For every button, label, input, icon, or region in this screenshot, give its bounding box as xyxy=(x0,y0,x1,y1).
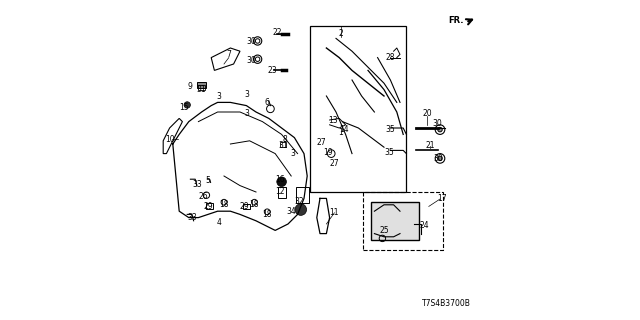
Text: 33: 33 xyxy=(192,180,202,188)
Text: 5: 5 xyxy=(205,176,211,185)
Text: 21: 21 xyxy=(426,141,435,150)
Text: 8: 8 xyxy=(282,135,287,144)
Text: 30: 30 xyxy=(246,37,256,46)
Text: 2: 2 xyxy=(339,29,343,38)
Text: 26: 26 xyxy=(198,192,208,201)
Text: 13: 13 xyxy=(328,116,338,124)
Text: 9: 9 xyxy=(188,82,193,91)
Bar xyxy=(197,82,206,88)
Text: 3: 3 xyxy=(217,92,221,100)
Bar xyxy=(364,192,443,250)
Bar xyxy=(206,203,212,209)
Text: 16: 16 xyxy=(275,175,285,184)
Text: 15: 15 xyxy=(179,103,189,112)
Text: 27: 27 xyxy=(330,159,339,168)
Text: 20: 20 xyxy=(422,109,432,118)
Text: 19: 19 xyxy=(323,148,333,156)
Text: 35: 35 xyxy=(384,148,394,156)
Text: 3: 3 xyxy=(244,90,249,99)
Text: 30: 30 xyxy=(433,154,444,163)
Text: 32: 32 xyxy=(294,197,304,206)
Text: 14: 14 xyxy=(339,125,349,134)
Circle shape xyxy=(277,177,287,187)
Circle shape xyxy=(295,204,307,215)
Bar xyxy=(243,204,250,209)
Text: 23: 23 xyxy=(267,66,277,75)
Text: 25: 25 xyxy=(379,226,389,235)
Text: 7: 7 xyxy=(227,50,231,59)
Text: 29: 29 xyxy=(240,202,250,211)
Text: 31: 31 xyxy=(196,85,207,94)
Text: 35: 35 xyxy=(385,125,396,134)
Text: 34: 34 xyxy=(286,207,296,216)
Text: 6: 6 xyxy=(265,98,269,107)
Text: 18: 18 xyxy=(220,200,228,209)
Circle shape xyxy=(438,156,442,161)
Text: 1: 1 xyxy=(339,128,343,137)
Bar xyxy=(296,187,309,203)
Text: 31: 31 xyxy=(278,141,288,150)
Text: 17: 17 xyxy=(436,194,447,203)
Bar xyxy=(310,26,406,192)
Text: 11: 11 xyxy=(330,208,339,217)
Text: 3: 3 xyxy=(291,149,295,158)
Bar xyxy=(198,85,205,90)
Text: 29: 29 xyxy=(203,202,213,211)
Text: 28: 28 xyxy=(386,53,395,62)
Text: 4: 4 xyxy=(217,218,221,227)
Text: T7S4B3700B: T7S4B3700B xyxy=(422,300,470,308)
Text: 12: 12 xyxy=(275,188,285,196)
Text: 10: 10 xyxy=(164,135,175,144)
Text: 27: 27 xyxy=(317,138,326,147)
Bar xyxy=(371,202,419,240)
Text: FR.: FR. xyxy=(448,16,463,25)
Bar xyxy=(278,187,285,198)
Text: 18: 18 xyxy=(250,200,259,209)
Text: 18: 18 xyxy=(262,210,272,219)
Text: 24: 24 xyxy=(419,221,429,230)
Circle shape xyxy=(438,127,442,132)
Text: 30: 30 xyxy=(432,119,442,128)
Text: 30: 30 xyxy=(246,56,256,65)
Text: 22: 22 xyxy=(272,28,282,36)
Text: 33: 33 xyxy=(187,213,197,222)
Text: 3: 3 xyxy=(244,109,249,118)
Circle shape xyxy=(184,102,191,108)
Bar xyxy=(280,142,287,147)
